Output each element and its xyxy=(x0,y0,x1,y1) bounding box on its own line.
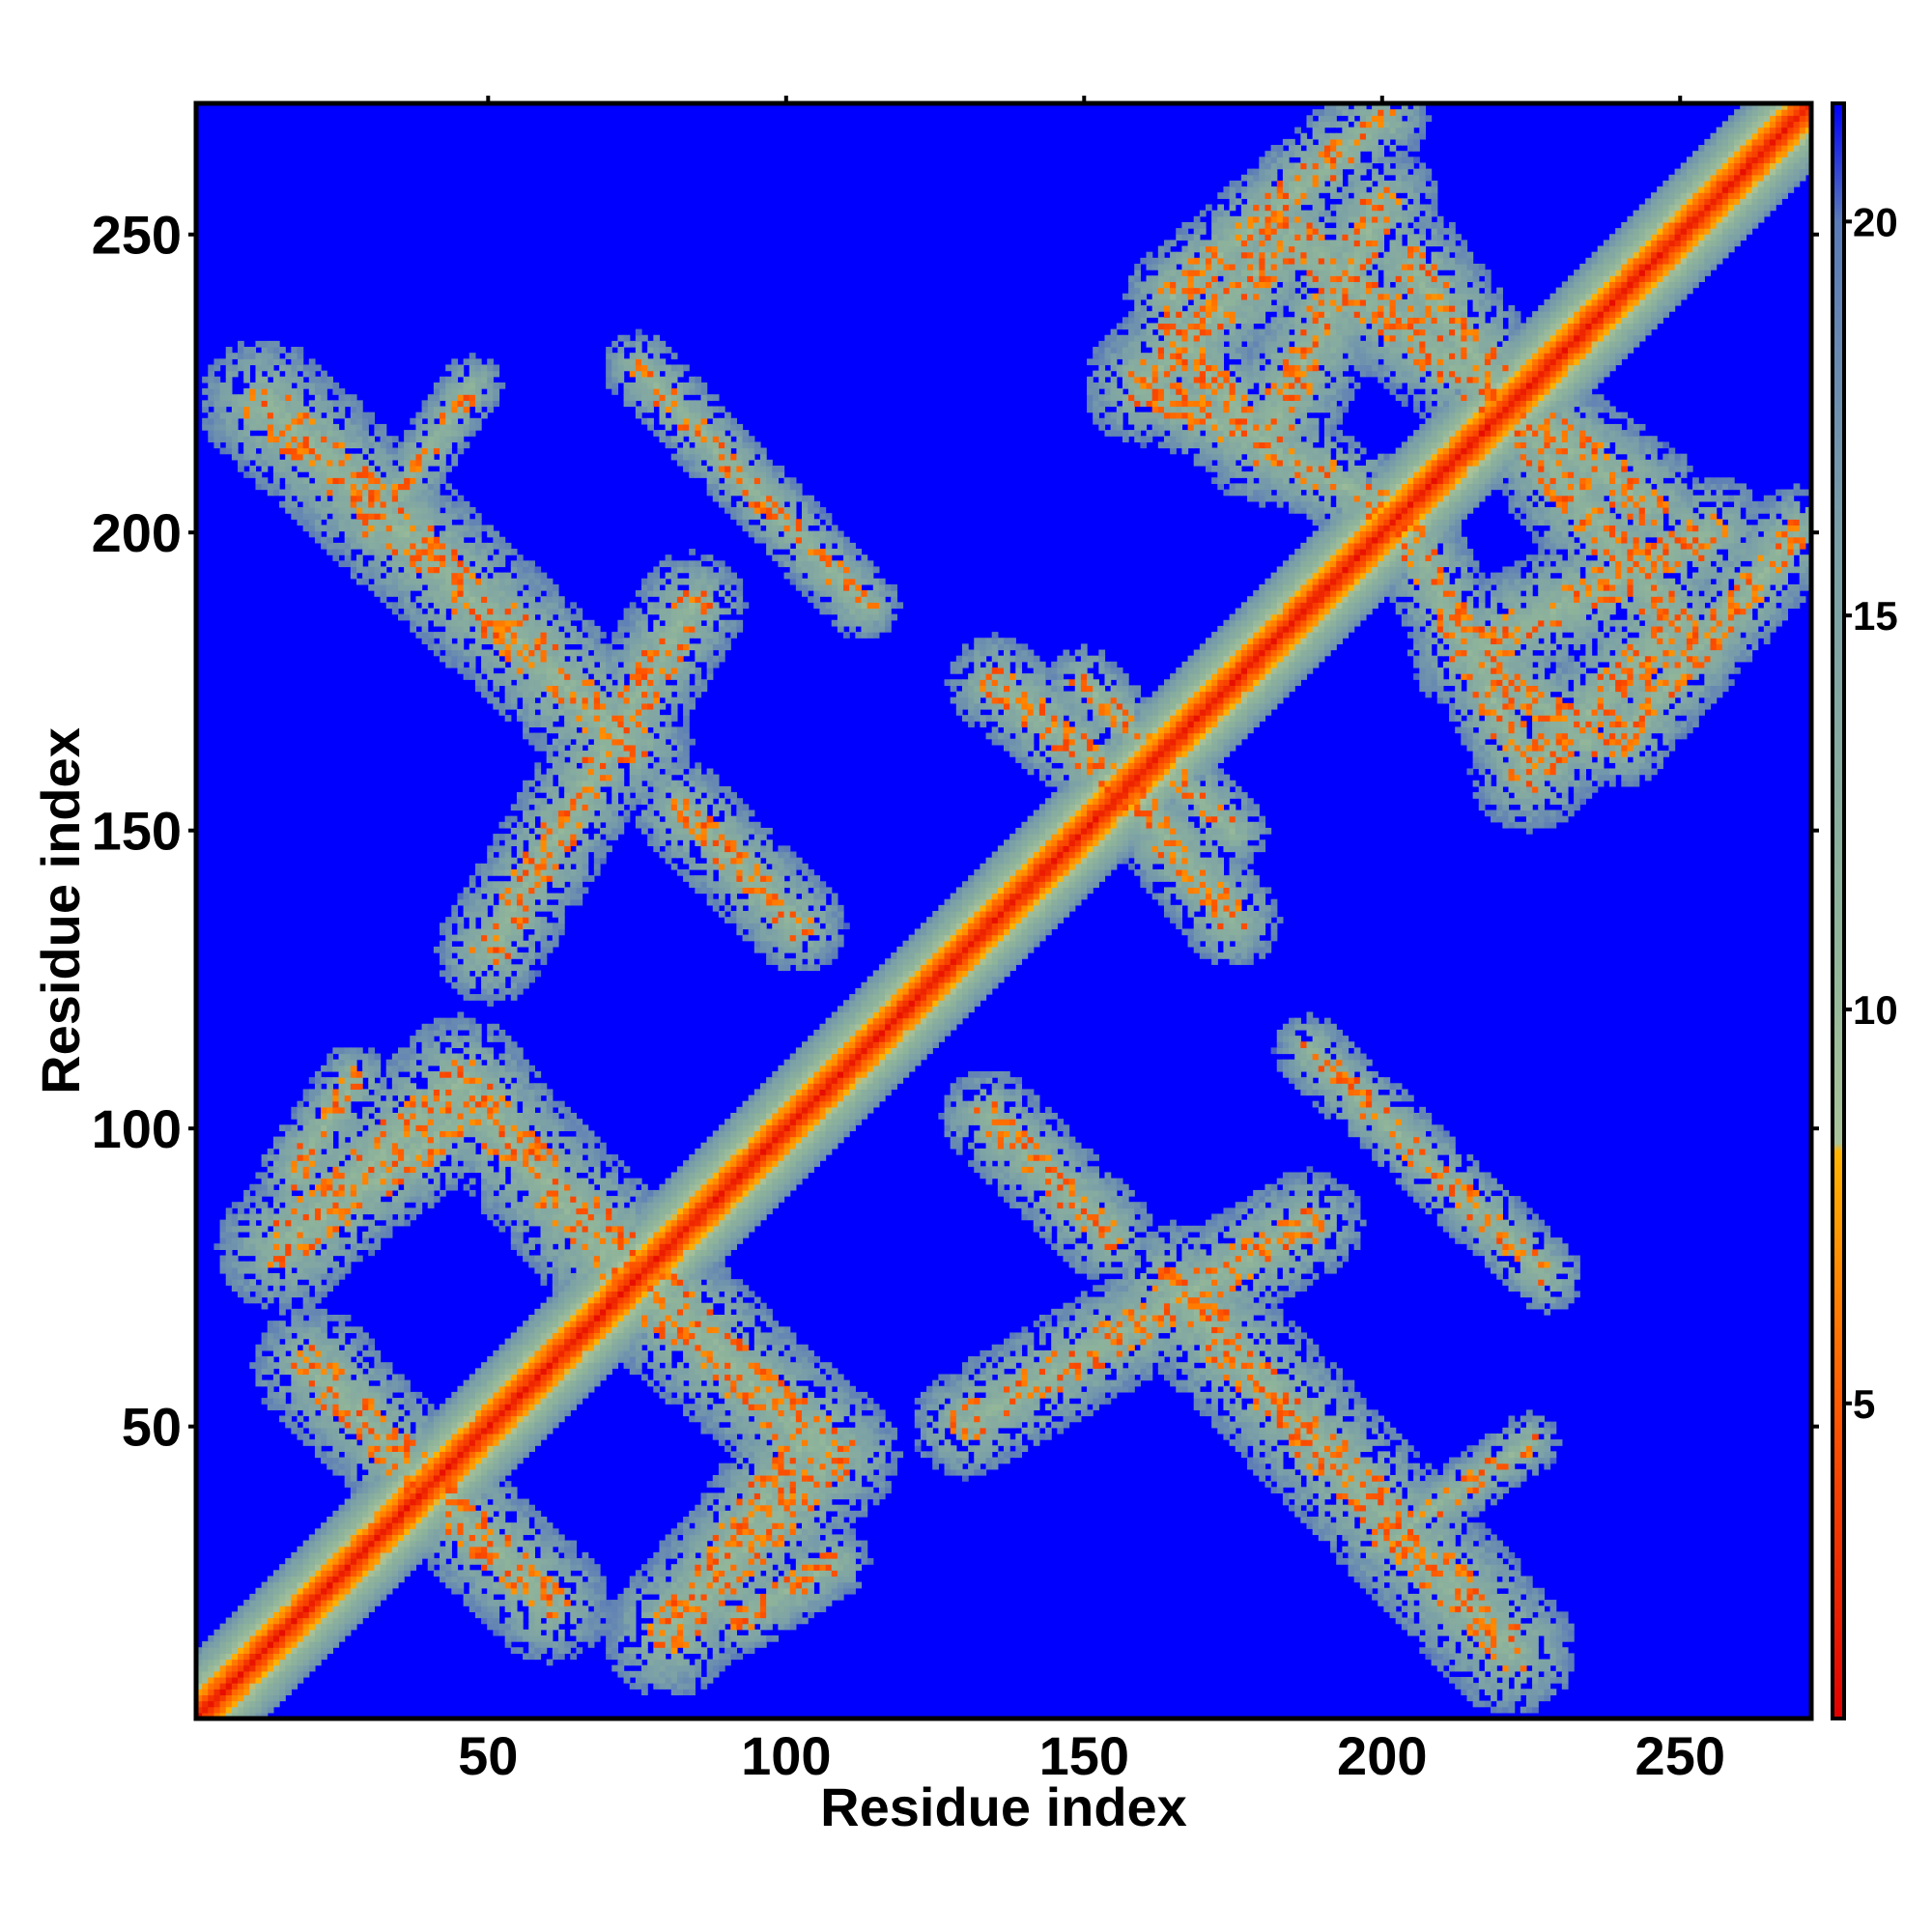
colorbar-tick-label: 20 xyxy=(1853,199,1898,244)
y-tick-label: 150 xyxy=(92,801,182,862)
x-tick-label: 250 xyxy=(1635,1725,1725,1786)
y-tick-label: 50 xyxy=(122,1397,182,1458)
colorbar-tick-label: 5 xyxy=(1853,1381,1875,1427)
x-tick-label: 150 xyxy=(1039,1725,1129,1786)
y-tick-label: 100 xyxy=(92,1098,182,1159)
x-tick-label: 100 xyxy=(741,1725,831,1786)
heatmap-cells xyxy=(196,103,1812,1719)
colorbar xyxy=(1831,101,1846,1720)
y-axis-ticks: 50 100 150 200 250 xyxy=(92,205,1819,1458)
x-tick-label: 50 xyxy=(458,1725,518,1786)
y-axis-label: Residue index xyxy=(30,727,91,1094)
y-tick-label: 200 xyxy=(92,502,182,563)
colorbar-ticks: 5 10 15 20 xyxy=(1844,199,1898,1427)
x-axis-label: Residue index xyxy=(820,1776,1187,1837)
colorbar-tick-label: 15 xyxy=(1853,593,1898,639)
x-axis-ticks: 50 100 150 200 250 xyxy=(458,96,1725,1786)
x-tick-label: 200 xyxy=(1337,1725,1427,1786)
plot-frame xyxy=(193,100,1814,1721)
y-tick-label: 250 xyxy=(92,205,182,266)
colorbar-tick-label: 10 xyxy=(1853,987,1898,1033)
